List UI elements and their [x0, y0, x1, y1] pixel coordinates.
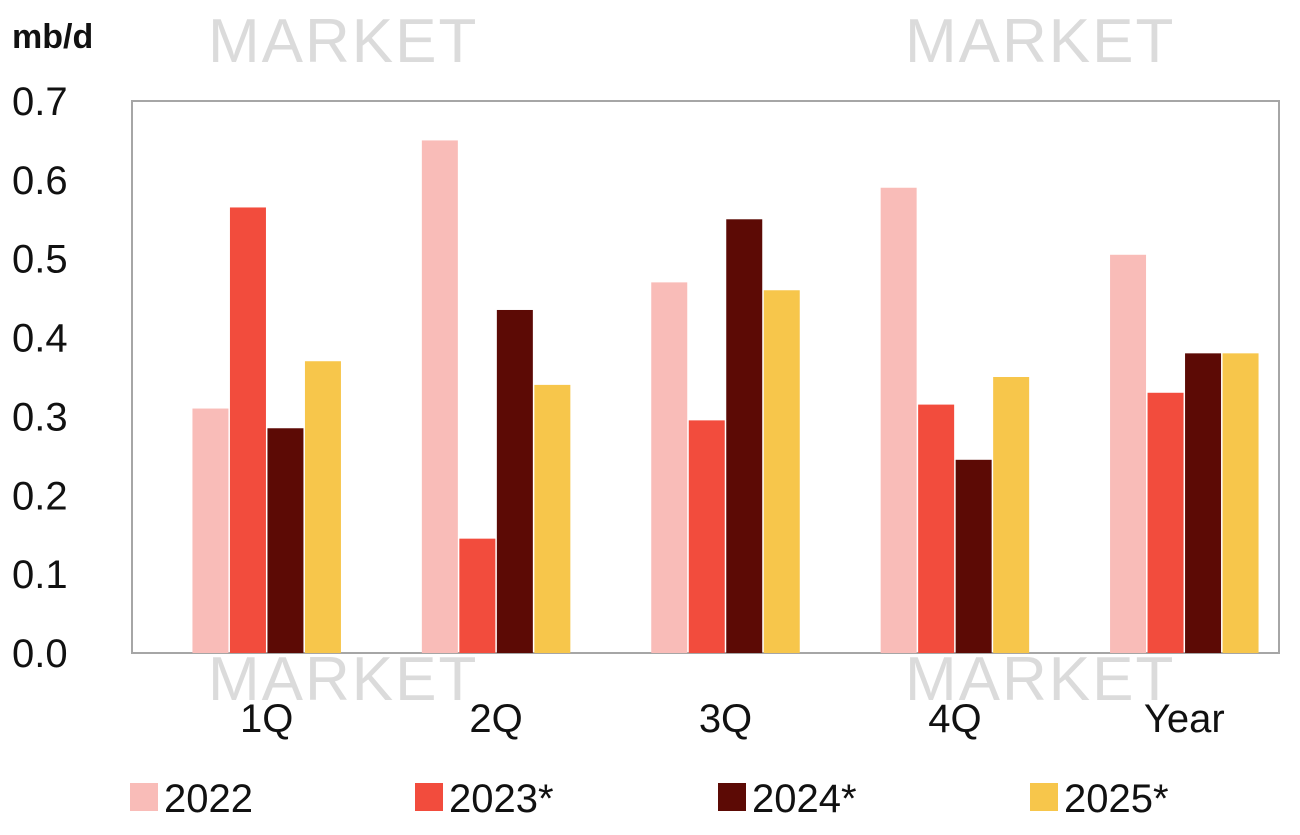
watermark-bottom-right: MARKET — [905, 645, 1175, 714]
x-tick-label: 4Q — [928, 697, 981, 741]
watermark-bottom-left: MARKET — [208, 645, 478, 714]
y-tick-label: 0.6 — [12, 159, 68, 203]
bars — [192, 140, 1259, 654]
y-tick-label: 0.0 — [12, 632, 68, 676]
bar-2023-4q — [918, 404, 955, 653]
y-axis-ticks: 0.0 0.1 0.2 0.3 0.4 0.5 0.6 0.7 — [12, 80, 68, 676]
bar-2025-2q — [534, 384, 571, 653]
x-tick-label: Year — [1144, 697, 1225, 741]
bar-2023-1q — [229, 207, 266, 653]
y-tick-label: 0.1 — [12, 553, 68, 597]
x-tick-label: 2Q — [469, 697, 522, 741]
y-tick-label: 0.4 — [12, 317, 68, 361]
x-axis-ticks: 1Q 2Q 3Q 4Q Year — [240, 697, 1225, 741]
y-axis-unit: mb/d — [12, 18, 93, 56]
bar-2023-year — [1147, 392, 1184, 653]
legend-swatch — [130, 783, 158, 811]
legend: 2022 2023* 2024* 2025* — [130, 777, 1169, 821]
bar-2025-year — [1222, 353, 1259, 653]
x-tick-label: 3Q — [699, 697, 752, 741]
bar-2022-4q — [880, 187, 917, 653]
bar-2023-2q — [459, 538, 496, 653]
legend-swatch — [415, 783, 443, 811]
bar-2025-3q — [763, 290, 800, 653]
legend-label: 2023* — [449, 777, 554, 821]
y-tick-label: 0.3 — [12, 395, 68, 439]
watermark-top-left: MARKET — [208, 7, 478, 76]
legend-label: 2025* — [1064, 777, 1169, 821]
bar-2024-2q — [496, 309, 533, 653]
bar-2022-2q — [421, 140, 458, 653]
legend-item-2024: 2024* — [718, 777, 857, 821]
bar-2022-year — [1110, 254, 1147, 653]
bar-2024-3q — [726, 219, 763, 654]
legend-label: 2022 — [164, 777, 253, 821]
legend-swatch — [718, 783, 746, 811]
legend-item-2025: 2025* — [1030, 777, 1169, 821]
bar-2022-3q — [651, 282, 688, 653]
bar-2023-3q — [688, 420, 725, 653]
bar-2024-1q — [267, 428, 304, 653]
bar-2022-1q — [192, 408, 229, 653]
bar-2024-year — [1185, 353, 1222, 653]
y-tick-label: 0.5 — [12, 238, 68, 282]
legend-item-2023: 2023* — [415, 777, 554, 821]
watermark-top-right: MARKET — [905, 7, 1175, 76]
bar-2025-4q — [993, 377, 1030, 653]
watermarks: MARKET MARKET MARKET MARKET — [208, 7, 1175, 714]
bar-2024-4q — [955, 459, 992, 653]
legend-label: 2024* — [752, 777, 857, 821]
legend-item-2022: 2022 — [130, 777, 253, 821]
legend-swatch — [1030, 783, 1058, 811]
y-tick-label: 0.2 — [12, 474, 68, 518]
bar-2025-1q — [304, 361, 341, 653]
y-tick-label: 0.7 — [12, 80, 68, 124]
x-tick-label: 1Q — [240, 697, 293, 741]
